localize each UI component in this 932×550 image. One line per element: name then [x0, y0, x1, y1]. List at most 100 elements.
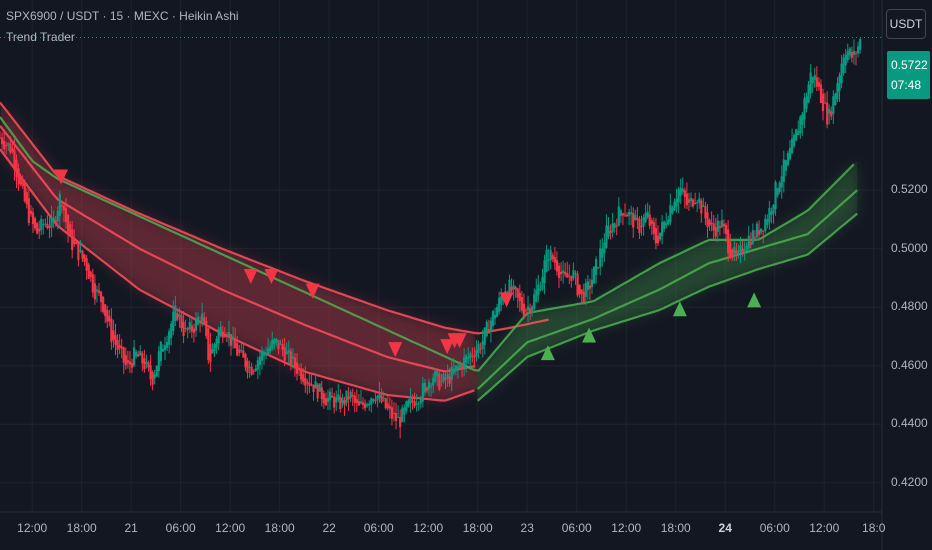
candle-body — [832, 96, 835, 114]
y-tick-label: 0.5000 — [891, 240, 928, 255]
candle-body — [687, 199, 691, 203]
candle-body — [679, 187, 682, 196]
candle-body — [217, 329, 220, 344]
candle-body — [566, 273, 569, 278]
candle-body — [543, 260, 546, 284]
candle-body — [394, 412, 398, 421]
candle-body — [231, 336, 235, 340]
candle-body — [652, 222, 655, 234]
candle-body — [817, 82, 820, 87]
bear-band-glow — [0, 102, 478, 401]
candle-body — [304, 377, 307, 386]
candle-body — [370, 398, 373, 405]
candle-body — [749, 242, 752, 245]
candle-body — [384, 398, 387, 409]
candle-body — [830, 111, 833, 117]
candle-body — [145, 361, 148, 364]
candle-body — [353, 395, 356, 403]
candle-body — [149, 365, 152, 380]
x-tick-label: 12:00 — [413, 521, 444, 535]
x-tick-label: 18:00 — [264, 521, 295, 535]
candle-body — [333, 396, 336, 408]
candle-body — [799, 116, 802, 134]
candle-body — [182, 321, 185, 337]
candle-body — [842, 57, 845, 74]
candle-body — [308, 382, 311, 386]
candle-body — [590, 279, 594, 288]
candle-body — [625, 214, 629, 217]
candle-body — [85, 258, 88, 271]
candle-body — [132, 347, 136, 366]
candle-body — [846, 50, 849, 61]
candle-body — [201, 313, 204, 322]
candle-body — [485, 321, 488, 337]
candle-body — [374, 400, 377, 402]
candle-body — [446, 373, 449, 379]
candle-body — [256, 360, 259, 370]
currency-button[interactable]: USDT — [886, 9, 926, 39]
candle-body — [318, 383, 321, 392]
candle-body — [691, 199, 695, 207]
candle-body — [378, 393, 381, 399]
candle-body — [104, 304, 107, 317]
candle-body — [423, 383, 427, 393]
x-tick-label: 12:00 — [611, 521, 642, 535]
candle-body — [790, 138, 794, 154]
buy-signal-marker — [582, 327, 597, 343]
candle-body — [807, 84, 810, 103]
candle-body — [522, 303, 526, 317]
x-tick-label: 12:00 — [809, 521, 840, 535]
candle-body — [252, 370, 255, 372]
candle-body — [326, 397, 330, 402]
candle-body — [300, 368, 303, 380]
candle-body — [696, 202, 699, 204]
candle-body — [7, 143, 10, 146]
candle-body — [803, 98, 806, 120]
candle-body — [106, 310, 109, 322]
candle-body — [788, 147, 792, 160]
candle-body — [415, 403, 418, 405]
y-tick-label: 0.5200 — [891, 182, 928, 197]
candle-body — [743, 249, 746, 252]
candle-body — [176, 313, 179, 320]
candle-body — [658, 232, 662, 240]
candle-body — [246, 360, 249, 373]
candle-body — [262, 352, 266, 356]
candle-body — [592, 266, 596, 284]
candle-body — [314, 381, 317, 389]
candle-body — [337, 394, 340, 400]
candle-body — [555, 260, 559, 272]
candle-body — [553, 257, 556, 263]
candle-body — [357, 401, 361, 406]
candle-body — [436, 371, 439, 377]
candle-body — [283, 346, 286, 361]
candle-body — [0, 137, 2, 139]
candle-body — [762, 230, 765, 232]
candle-body — [498, 297, 501, 312]
candle-body — [454, 365, 457, 372]
candle-body — [572, 269, 575, 279]
candle-body — [168, 331, 171, 345]
candle-body — [586, 281, 589, 290]
candle-body — [407, 400, 410, 407]
candle-body — [203, 317, 206, 325]
candle-body — [654, 227, 658, 244]
candle-body — [440, 381, 443, 383]
candle-body — [434, 370, 437, 382]
x-tick-label: 06:00 — [561, 521, 592, 535]
indicator-label[interactable]: Trend Trader — [6, 30, 75, 44]
candle-body — [605, 225, 608, 248]
candle-body — [341, 397, 344, 404]
candle-body — [450, 366, 453, 380]
candle-body — [248, 366, 251, 368]
candle-body — [413, 401, 416, 407]
candle-body — [425, 387, 429, 391]
candle-body — [320, 387, 323, 400]
candle-body — [289, 351, 292, 366]
candle-body — [512, 285, 515, 290]
candle-body — [432, 377, 435, 386]
candle-body — [382, 397, 385, 399]
sell-signal-marker — [243, 268, 258, 284]
candle-body — [351, 394, 354, 397]
